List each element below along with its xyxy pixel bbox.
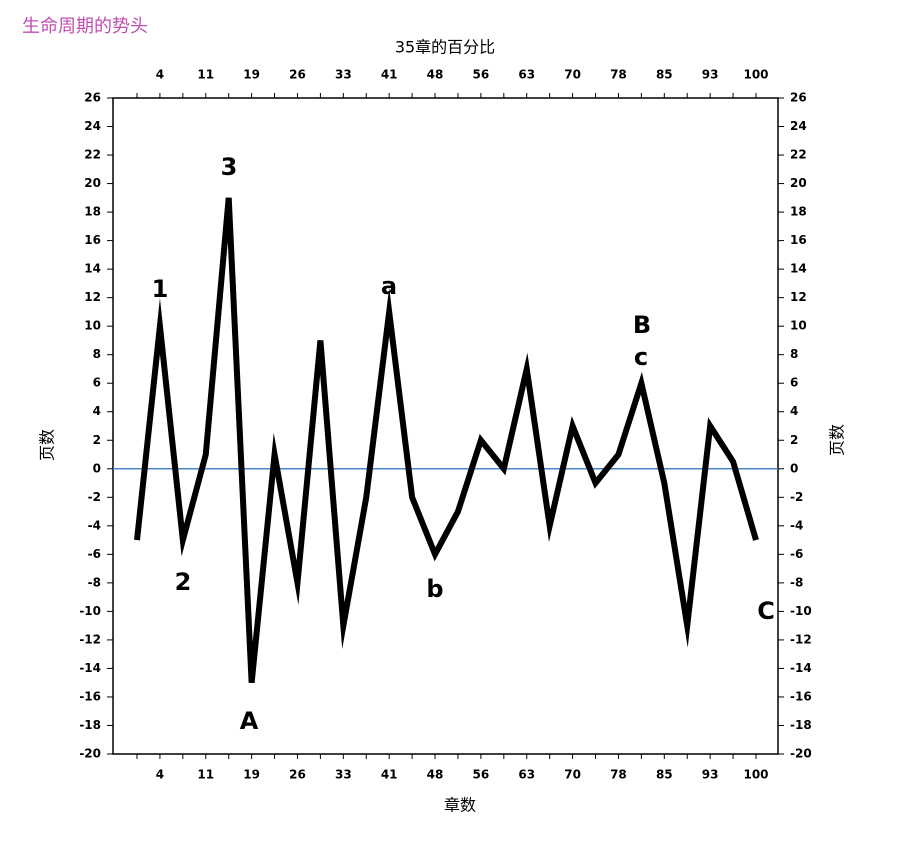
x-top-tick-label: 78 <box>610 68 627 82</box>
y-tick-label: -6 <box>88 547 101 561</box>
y2-tick-label: -18 <box>790 718 812 732</box>
x-top-tick-label: 11 <box>197 68 214 82</box>
y-tick-label: -20 <box>79 747 101 761</box>
x-top-tick-label: 63 <box>518 68 535 82</box>
annotation: c <box>634 343 648 371</box>
x-top-tick-label: 26 <box>289 68 306 82</box>
x-tick-label: 56 <box>473 768 490 782</box>
y2-tick-label: 8 <box>790 347 798 361</box>
y-tick-label: -4 <box>88 518 101 532</box>
x-top-tick-label: 70 <box>564 68 581 82</box>
y-tick-label: 0 <box>93 461 101 475</box>
x-axis-label: 章数 <box>444 796 476 815</box>
y2-tick-label: 22 <box>790 148 807 162</box>
y-tick-label: 24 <box>84 119 101 133</box>
x-top-tick-label: 56 <box>473 68 490 82</box>
y2-tick-label: -20 <box>790 747 812 761</box>
y-tick-label: 22 <box>84 148 101 162</box>
y-tick-label: 4 <box>93 404 101 418</box>
y2-tick-label: -6 <box>790 547 803 561</box>
y2-tick-label: 26 <box>790 91 807 105</box>
x-tick-label: 33 <box>335 768 352 782</box>
y2-tick-label: 20 <box>790 176 807 190</box>
x-top-tick-label: 33 <box>335 68 352 82</box>
y2-tick-label: -2 <box>790 490 803 504</box>
y-tick-label: -2 <box>88 490 101 504</box>
x-tick-label: 26 <box>289 768 306 782</box>
y2-tick-label: -8 <box>790 575 803 589</box>
y-tick-label: 20 <box>84 176 101 190</box>
y2-tick-label: 18 <box>790 205 807 219</box>
x-top-tick-label: 19 <box>243 68 260 82</box>
y2-tick-label: 0 <box>790 461 798 475</box>
x-top-tick-label: 85 <box>656 68 673 82</box>
y2-tick-label: 6 <box>790 376 798 390</box>
x-top-tick-label: 100 <box>743 68 768 82</box>
annotation: b <box>426 575 443 603</box>
x-tick-label: 63 <box>518 768 535 782</box>
top-axis-label: 35章的百分比 <box>395 38 495 57</box>
y-axis-label: 页数 <box>38 429 57 461</box>
x-tick-label: 100 <box>743 768 768 782</box>
chart-title: 生命周期的势头 <box>22 16 148 37</box>
y-tick-label: 16 <box>84 233 101 247</box>
y2-tick-label: -4 <box>790 518 803 532</box>
y-tick-label: -8 <box>88 575 101 589</box>
data-line <box>134 197 759 683</box>
annotation: A <box>240 707 259 735</box>
x-tick-label: 11 <box>197 768 214 782</box>
y2-tick-label: 14 <box>790 262 807 276</box>
x-tick-label: 93 <box>702 768 719 782</box>
y-tick-label: 8 <box>93 347 101 361</box>
x-tick-label: 70 <box>564 768 581 782</box>
y-tick-label: 10 <box>84 319 101 333</box>
y-tick-label: -10 <box>79 604 101 618</box>
y-tick-label: 12 <box>84 290 101 304</box>
y2-axis-label: 页数 <box>828 424 847 456</box>
y-tick-label: -16 <box>79 689 101 703</box>
y2-tick-label: -16 <box>790 689 812 703</box>
y2-tick-label: -10 <box>790 604 812 618</box>
y2-tick-label: 12 <box>790 290 807 304</box>
x-tick-label: 4 <box>156 768 164 782</box>
y-tick-label: 14 <box>84 262 101 276</box>
y2-tick-label: -12 <box>790 632 812 646</box>
x-top-tick-label: 48 <box>427 68 444 82</box>
annotation: 2 <box>175 568 192 596</box>
x-top-tick-label: 41 <box>381 68 398 82</box>
x-tick-label: 78 <box>610 768 627 782</box>
plot-frame <box>112 97 779 755</box>
annotation: 1 <box>152 275 169 303</box>
x-tick-label: 85 <box>656 768 673 782</box>
y-tick-label: -18 <box>79 718 101 732</box>
x-tick-label: 41 <box>381 768 398 782</box>
y2-tick-label: -14 <box>790 661 812 675</box>
x-tick-label: 48 <box>427 768 444 782</box>
x-top-tick-label: 93 <box>702 68 719 82</box>
x-top-tick-label: 4 <box>156 68 164 82</box>
y-tick-label: -14 <box>79 661 101 675</box>
annotation: B <box>633 311 651 339</box>
y2-tick-label: 24 <box>790 119 807 133</box>
y2-tick-label: 10 <box>790 319 807 333</box>
y2-tick-label: 4 <box>790 404 798 418</box>
y-tick-label: 6 <box>93 376 101 390</box>
y-tick-label: 2 <box>93 433 101 447</box>
annotation: C <box>757 597 775 625</box>
y-tick-label: 18 <box>84 205 101 219</box>
x-tick-label: 19 <box>243 768 260 782</box>
y-tick-label: 26 <box>84 91 101 105</box>
annotation: a <box>381 272 397 300</box>
y2-tick-label: 2 <box>790 433 798 447</box>
y2-tick-label: 16 <box>790 233 807 247</box>
annotation: 3 <box>221 153 238 181</box>
y-tick-label: -12 <box>79 632 101 646</box>
